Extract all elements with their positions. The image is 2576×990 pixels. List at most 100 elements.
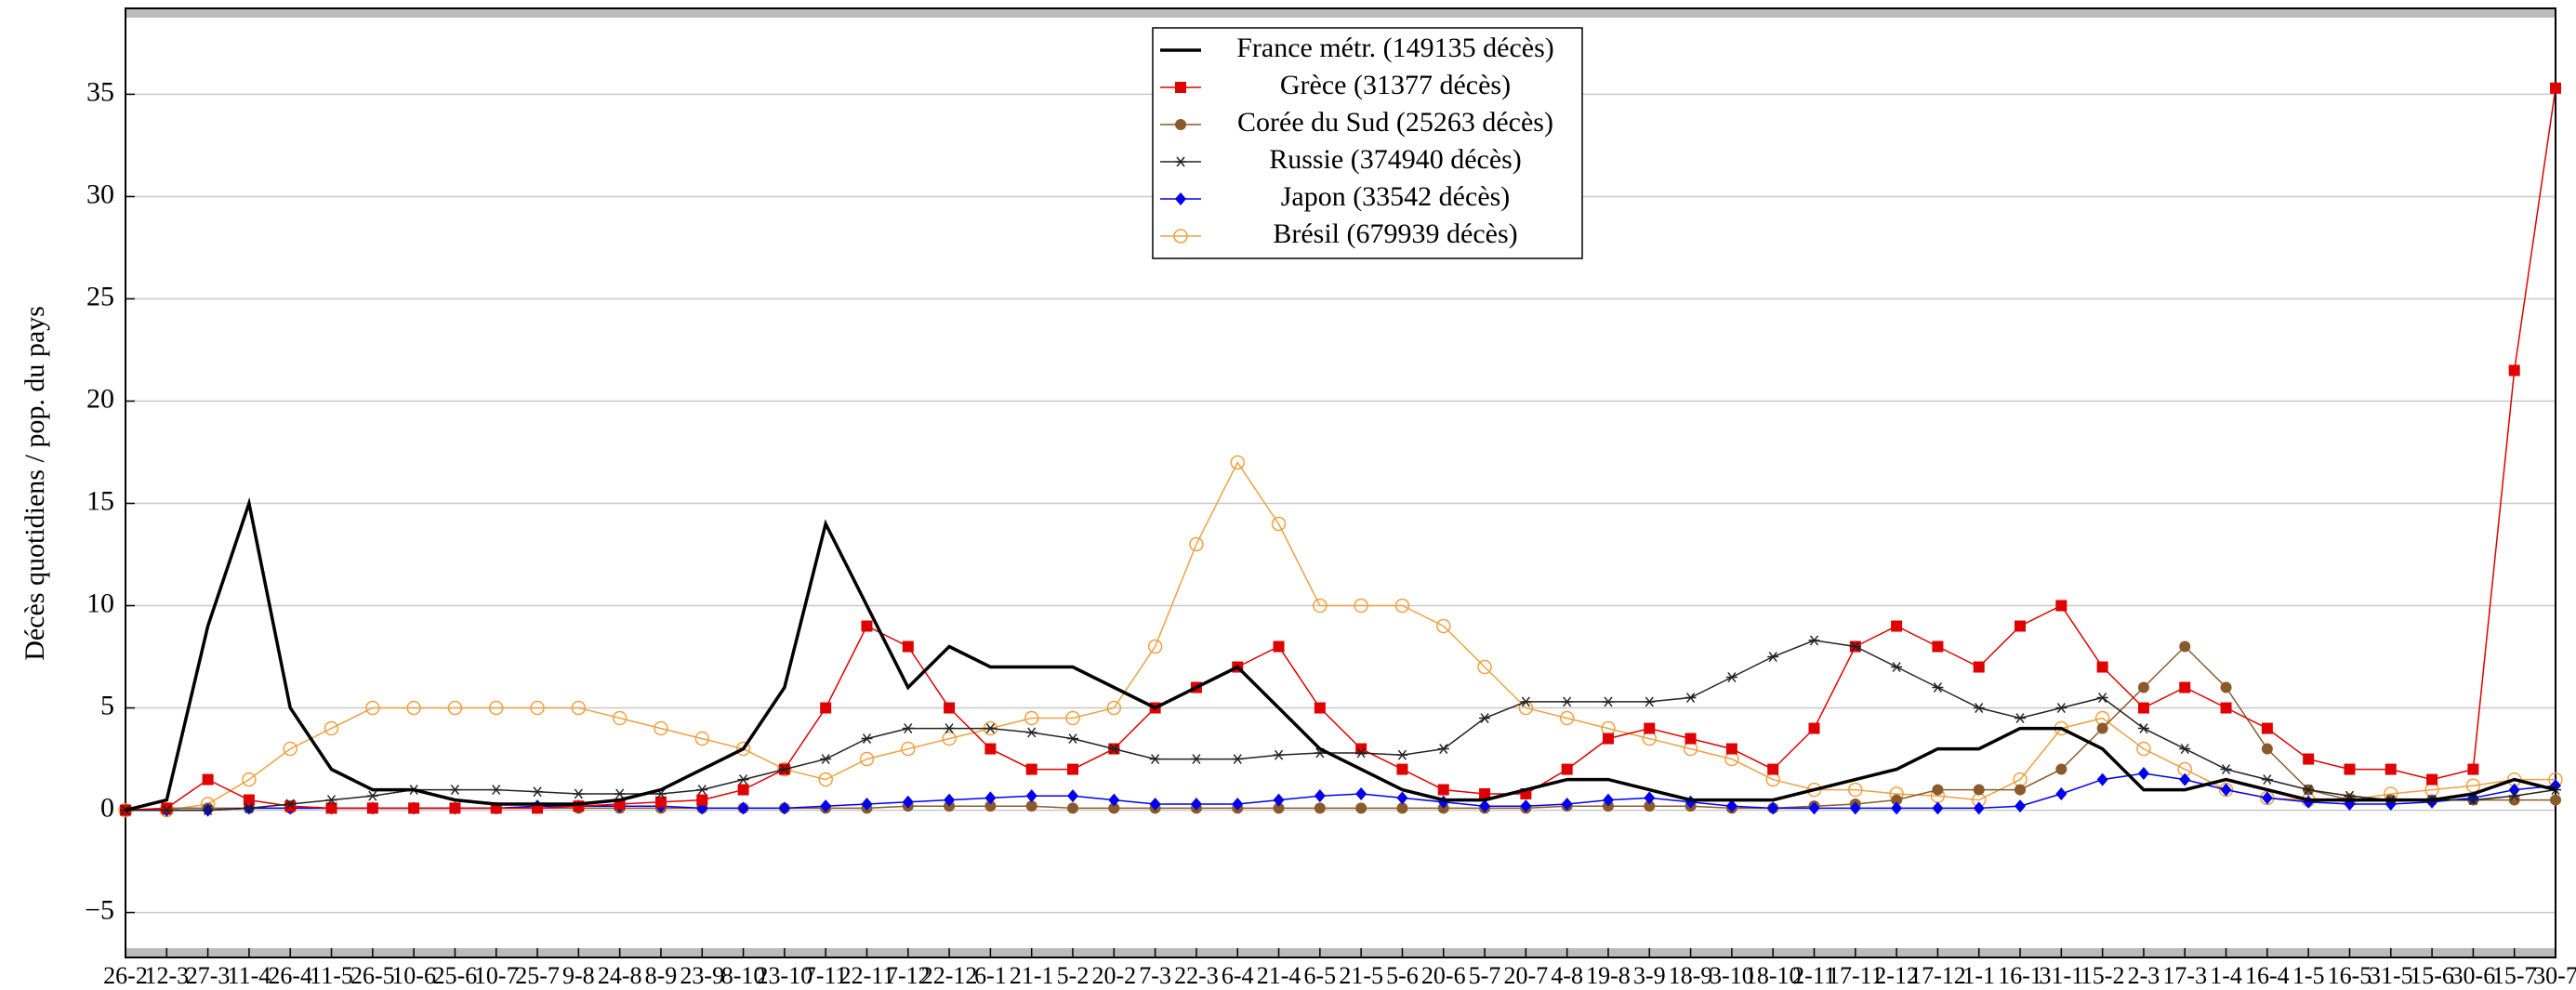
marker bbox=[243, 794, 255, 806]
marker bbox=[861, 620, 873, 632]
marker bbox=[2096, 661, 2108, 673]
marker bbox=[366, 802, 378, 814]
marker bbox=[1644, 722, 1656, 734]
marker bbox=[902, 640, 914, 653]
marker bbox=[1808, 722, 1820, 734]
marker bbox=[1067, 802, 1079, 814]
marker bbox=[1354, 598, 1368, 614]
marker bbox=[1932, 784, 1944, 796]
series-line bbox=[125, 87, 2556, 812]
marker bbox=[820, 754, 832, 765]
marker bbox=[2426, 773, 2438, 785]
marker bbox=[1520, 799, 1532, 813]
marker bbox=[737, 801, 749, 815]
marker bbox=[1024, 710, 1039, 726]
marker bbox=[2136, 741, 2151, 757]
x-tick-label: 30-6 bbox=[2451, 962, 2496, 989]
marker bbox=[530, 700, 545, 716]
marker bbox=[1891, 662, 1903, 673]
marker bbox=[2179, 744, 2191, 755]
x-tick-label: 6-4 bbox=[1222, 962, 1254, 989]
x-tick-label: 1-5 bbox=[2292, 962, 2325, 989]
marker bbox=[2303, 753, 2315, 765]
marker bbox=[1173, 229, 1188, 244]
marker bbox=[488, 700, 504, 716]
marker bbox=[408, 802, 420, 814]
marker bbox=[1644, 696, 1656, 707]
marker bbox=[1175, 82, 1186, 93]
x-tick-label: 15-2 bbox=[2081, 962, 2125, 989]
marker bbox=[1106, 700, 1122, 716]
marker bbox=[984, 743, 997, 755]
legend-label: France métr. (149135 décès) bbox=[1236, 33, 1554, 63]
marker bbox=[1436, 618, 1451, 634]
marker bbox=[2508, 790, 2520, 801]
marker bbox=[654, 720, 668, 736]
marker bbox=[573, 788, 585, 799]
marker bbox=[1561, 763, 1573, 775]
x-tick-label: 10-7 bbox=[474, 962, 519, 989]
x-tick-label: 23-10 bbox=[757, 962, 813, 989]
marker bbox=[1273, 793, 1285, 807]
x-tick-label: 15-7 bbox=[2492, 962, 2537, 989]
marker bbox=[2179, 772, 2191, 786]
x-tick-label: 21-4 bbox=[1257, 962, 1301, 989]
x-tick-label: 21-5 bbox=[1339, 962, 1383, 989]
x-tick-label: 3-9 bbox=[1633, 962, 1666, 989]
marker bbox=[1108, 802, 1120, 814]
x-tick-label: 25-7 bbox=[515, 962, 560, 989]
marker bbox=[284, 799, 297, 810]
x-tick-label: 31-1 bbox=[2040, 962, 2084, 989]
marker bbox=[1149, 797, 1161, 811]
marker bbox=[818, 772, 833, 787]
x-tick-label: 2-12 bbox=[1874, 962, 1919, 989]
marker bbox=[1314, 702, 1326, 714]
y-tick-label: 5 bbox=[100, 690, 114, 720]
marker bbox=[1067, 733, 1079, 745]
marker bbox=[1396, 802, 1408, 814]
marker bbox=[614, 788, 626, 799]
marker bbox=[1067, 763, 1079, 775]
y-tick-label: 25 bbox=[86, 281, 114, 311]
marker bbox=[1891, 620, 1903, 632]
marker bbox=[1437, 744, 1449, 755]
edge-band bbox=[125, 8, 2556, 18]
x-tick-label: 27-3 bbox=[186, 962, 231, 989]
marker bbox=[2220, 764, 2232, 775]
marker bbox=[1559, 710, 1575, 726]
marker bbox=[1479, 799, 1491, 813]
marker bbox=[944, 702, 956, 714]
marker bbox=[2179, 640, 2191, 653]
marker bbox=[1147, 639, 1163, 654]
x-tick-label: 20-6 bbox=[1421, 962, 1466, 989]
marker bbox=[1271, 516, 1287, 532]
x-tick-label: 5-7 bbox=[1469, 962, 1501, 989]
marker bbox=[1025, 727, 1037, 738]
x-tick-label: 26-2 bbox=[103, 962, 148, 989]
marker bbox=[1808, 801, 1820, 815]
y-tick-label: 10 bbox=[86, 587, 114, 618]
x-tick-label: 2-11 bbox=[1792, 962, 1836, 989]
x-tick-label: 24-8 bbox=[598, 962, 642, 989]
marker bbox=[694, 731, 710, 746]
x-tick-label: 8-9 bbox=[645, 962, 678, 989]
marker bbox=[447, 700, 463, 716]
marker bbox=[778, 801, 790, 815]
x-tick-label: 6-5 bbox=[1304, 962, 1337, 989]
marker bbox=[2137, 766, 2149, 780]
marker bbox=[1767, 801, 1779, 815]
marker bbox=[696, 785, 708, 796]
x-tick-label: 21-1 bbox=[1010, 962, 1054, 989]
legend-label: Grèce (31377 décès) bbox=[1280, 70, 1511, 100]
x-tick-label: 26-4 bbox=[268, 962, 312, 989]
marker bbox=[861, 733, 873, 745]
marker bbox=[1175, 156, 1186, 167]
x-tick-label: 1-1 bbox=[1962, 962, 1995, 989]
marker bbox=[2096, 772, 2108, 786]
marker bbox=[284, 800, 297, 812]
x-tick-label: 1-4 bbox=[2210, 962, 2242, 989]
x-tick-label: 18-10 bbox=[1745, 962, 1802, 989]
marker bbox=[2220, 681, 2232, 693]
marker bbox=[1725, 799, 1737, 813]
marker bbox=[1767, 652, 1779, 663]
